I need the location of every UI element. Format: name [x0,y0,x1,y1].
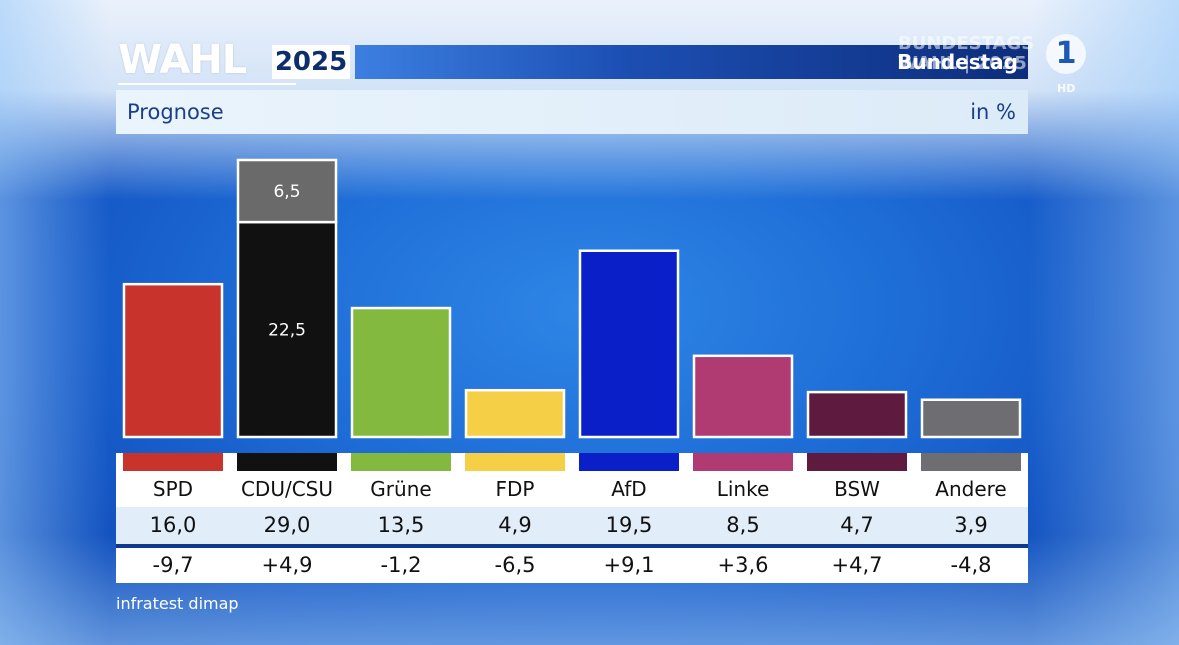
party-change: -1,2 [380,553,422,577]
party-color-swatch [237,453,337,471]
party-color-cell [230,453,344,471]
wahl-logo-year: 2025 [272,45,350,79]
party-name: CDU/CSU [240,477,334,501]
party-color-cell [116,453,230,471]
party-color-row [116,453,1028,471]
party-value: 13,5 [377,513,425,537]
party-color-cell [344,453,458,471]
bar [578,249,680,439]
party-name: FDP [495,477,535,501]
party-color-swatch [123,453,223,471]
bar [806,390,908,439]
party-value: 29,0 [263,513,311,537]
party-color-cell [458,453,572,471]
party-color-cell [914,453,1028,471]
wahl-logo-word: WAHL [118,37,247,83]
bar [464,388,566,439]
party-name-row: SPD CDU/CSU Grüne FDP AfD Linke BSW Andere [116,471,1028,507]
party-value: 4,9 [498,513,532,537]
party-change: -6,5 [494,553,536,577]
channel-hd-badge: HD [1057,82,1076,95]
party-value: 16,0 [149,513,197,537]
wahl-logo-underline [118,83,296,85]
party-change: +9,1 [603,553,655,577]
party-color-swatch [351,453,451,471]
party-change: +4,9 [261,553,313,577]
bar-segment-label: 6,5 [273,182,300,202]
party-change-row: -9,7 +4,9 -1,2 -6,5 +9,1 +3,6 +4,7 -4,8 [116,548,1028,583]
party-color-cell [572,453,686,471]
party-color-swatch [579,453,679,471]
party-color-cell [800,453,914,471]
channel-logo-icon: 1 [1046,34,1086,74]
party-color-swatch [921,453,1021,471]
bar-segment [236,220,338,439]
party-name: BSW [834,477,880,501]
bar [122,282,224,439]
watermark-line-2: WAHL | 2025 [898,53,1027,74]
table-divider [116,544,1028,548]
party-name: Linke [716,477,770,501]
unit-label: in % [970,100,1016,124]
bar [350,306,452,439]
party-value: 4,7 [840,513,874,537]
party-change: +4,7 [831,553,883,577]
source-label: infratest dimap [116,594,239,613]
party-change: -9,7 [152,553,194,577]
party-name: Andere [935,477,1007,501]
party-name: SPD [152,477,194,501]
party-name: Grüne [370,477,432,501]
results-table: SPD CDU/CSU Grüne FDP AfD Linke BSW Andere 16,0… [116,453,1028,583]
prognose-label: Prognose [127,100,224,124]
bar-segment-label: 22,5 [268,321,306,341]
watermark-line-1: BUNDESTAGS [898,33,1035,54]
broadcast-watermark: BUNDESTAGS WAHL | 2025 [898,34,1038,74]
bar [692,354,794,439]
party-value-row: 16,0 29,0 13,5 4,9 19,5 8,5 4,7 3,9 [116,507,1028,544]
prognose-bar: Prognose in % [116,90,1028,134]
title-bar: Bundestag [355,45,1028,79]
party-value: 3,9 [954,513,988,537]
party-color-swatch [693,453,793,471]
party-color-swatch [807,453,907,471]
party-change: -4,8 [950,553,992,577]
party-value: 19,5 [605,513,653,537]
bar [920,398,1022,439]
party-color-cell [686,453,800,471]
party-color-swatch [465,453,565,471]
party-value: 8,5 [726,513,760,537]
party-change: +3,6 [717,553,769,577]
bar-segment [236,158,338,224]
party-name: AfD [611,477,647,501]
title-bar-text: Bundestag [897,50,1018,74]
